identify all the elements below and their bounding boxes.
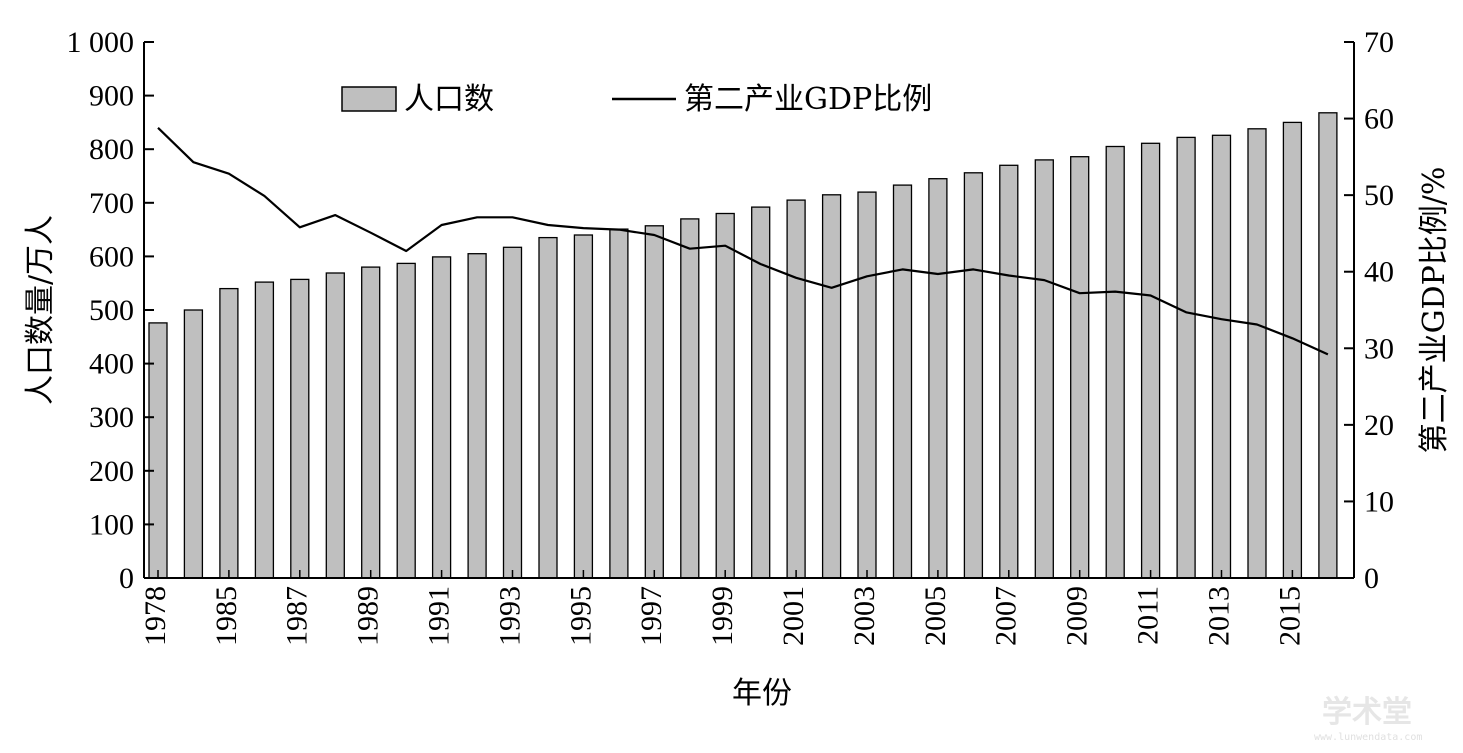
left-tick-label: 400 bbox=[89, 348, 134, 381]
left-tick-label: 200 bbox=[89, 455, 134, 488]
x-tick-label: 2005 bbox=[919, 586, 952, 646]
left-tick-label: 100 bbox=[89, 508, 134, 541]
legend: 人口数 第二产业GDP比例 bbox=[341, 82, 932, 117]
x-axis-title: 年份 bbox=[732, 676, 792, 711]
watermark: 学术堂 www.lunwendata.com bbox=[1314, 695, 1422, 743]
x-tick-label: 1993 bbox=[493, 586, 526, 646]
y-axis-right-title: 第二产业GDP比例/% bbox=[1417, 167, 1452, 454]
bar bbox=[715, 212, 735, 579]
right-tick-label: 40 bbox=[1364, 256, 1394, 289]
y-axis-left-title: 人口数量/万人 bbox=[23, 215, 58, 405]
bar bbox=[821, 194, 842, 579]
bar bbox=[1247, 128, 1267, 579]
line-path bbox=[157, 127, 1329, 356]
right-tick-label: 20 bbox=[1364, 409, 1394, 442]
right-tick-label: 10 bbox=[1364, 485, 1394, 518]
left-tick-label: 900 bbox=[89, 80, 134, 113]
legend-bar-label: 人口数 bbox=[404, 82, 494, 117]
bar bbox=[786, 199, 806, 579]
line-series-secondary-gdp bbox=[157, 127, 1329, 356]
x-tick-label: 2013 bbox=[1202, 586, 1235, 646]
x-tick-label: 2015 bbox=[1273, 586, 1306, 646]
legend-bar-swatch bbox=[341, 86, 397, 112]
bar bbox=[290, 278, 310, 579]
bar bbox=[1105, 145, 1125, 579]
x-tick-label: 1989 bbox=[352, 586, 385, 646]
bar bbox=[1211, 134, 1232, 579]
bar bbox=[219, 287, 239, 579]
watermark-logo: 学术堂 bbox=[1322, 695, 1412, 730]
x-tick-label: 2003 bbox=[848, 586, 881, 646]
legend-line-label: 第二产业GDP比例 bbox=[684, 82, 932, 117]
bar bbox=[148, 322, 168, 579]
bar bbox=[928, 178, 948, 579]
bar bbox=[963, 172, 984, 579]
bar-series-population bbox=[148, 112, 1338, 579]
x-tick-label: 2011 bbox=[1131, 586, 1164, 645]
x-tick-label: 2009 bbox=[1061, 586, 1094, 646]
x-tick-label: 1991 bbox=[422, 586, 455, 646]
x-tick-label: 2001 bbox=[777, 586, 810, 646]
bar bbox=[467, 253, 487, 579]
bar bbox=[680, 218, 700, 579]
right-tick-label: 0 bbox=[1364, 562, 1379, 595]
left-tick-label: 600 bbox=[89, 240, 134, 273]
bar bbox=[609, 228, 629, 579]
x-tick-label: 1995 bbox=[564, 586, 597, 646]
bar bbox=[751, 206, 771, 579]
bar bbox=[644, 225, 664, 579]
bar bbox=[892, 184, 913, 579]
bar bbox=[502, 246, 523, 579]
left-axis-ticks: 0 100 200 300 400 500 600 700 800 900 1 000 bbox=[67, 26, 154, 595]
bar bbox=[325, 272, 345, 579]
bar bbox=[1140, 142, 1161, 579]
bar bbox=[1318, 112, 1338, 579]
right-tick-label: 60 bbox=[1364, 103, 1394, 136]
bar bbox=[361, 266, 381, 579]
right-tick-label: 70 bbox=[1364, 26, 1394, 59]
x-tick-label: 1978 bbox=[139, 586, 172, 646]
x-tick-label: 1985 bbox=[210, 586, 243, 646]
bar bbox=[857, 191, 877, 579]
bar bbox=[999, 164, 1019, 579]
bar bbox=[1034, 159, 1054, 579]
bar bbox=[1070, 156, 1090, 579]
bar bbox=[538, 236, 558, 579]
axes bbox=[143, 42, 1355, 579]
left-tick-label: 700 bbox=[89, 187, 134, 220]
right-tick-label: 30 bbox=[1364, 332, 1394, 365]
left-tick-label: 300 bbox=[89, 401, 134, 434]
x-tick-label: 1987 bbox=[281, 586, 314, 646]
bar bbox=[573, 234, 594, 579]
right-axis-ticks: 0 10 20 30 40 50 60 70 bbox=[1344, 26, 1394, 595]
bar bbox=[396, 262, 416, 579]
bar bbox=[254, 281, 275, 579]
x-tick-label: 2007 bbox=[990, 586, 1023, 646]
bar bbox=[1282, 121, 1303, 579]
watermark-url: www.lunwendata.com bbox=[1314, 732, 1422, 743]
x-axis-ticks: 1978 1985 1987 1989 1991 1993 1995 1997 1999 2001… bbox=[139, 570, 1306, 646]
x-tick-label: 1997 bbox=[635, 586, 668, 646]
left-tick-label: 1 000 bbox=[67, 26, 135, 59]
bar bbox=[183, 309, 204, 579]
x-tick-label: 1999 bbox=[706, 586, 739, 646]
left-tick-label: 800 bbox=[89, 133, 134, 166]
left-tick-label: 500 bbox=[89, 294, 134, 327]
bar bbox=[1176, 136, 1196, 579]
left-tick-label: 0 bbox=[119, 562, 134, 595]
right-tick-label: 50 bbox=[1364, 179, 1394, 212]
bar bbox=[431, 256, 452, 579]
